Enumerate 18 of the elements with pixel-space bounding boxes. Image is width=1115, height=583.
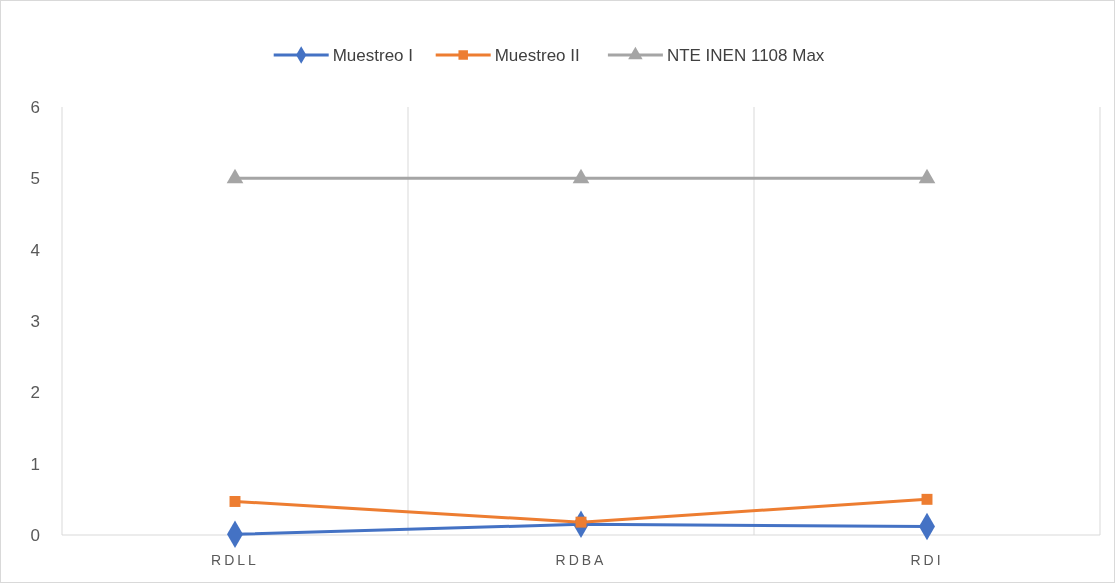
legend-label: NTE INEN 1108 Max bbox=[666, 45, 825, 65]
x-tick-label: RDBA bbox=[555, 552, 607, 568]
legend-label: Muestreo I bbox=[332, 45, 414, 65]
x-tick-label: RDLL bbox=[211, 552, 259, 568]
y-tick-label: 3 bbox=[30, 311, 40, 331]
y-tick-label: 6 bbox=[30, 97, 40, 117]
y-tick-label: 4 bbox=[30, 240, 40, 260]
point bbox=[226, 168, 244, 184]
y-tick-label: 0 bbox=[30, 525, 40, 545]
point bbox=[918, 168, 936, 184]
y-tick-label: 2 bbox=[30, 383, 40, 403]
x-tick-label: RDI bbox=[910, 552, 944, 568]
legend-label: Muestreo II bbox=[494, 45, 580, 65]
point bbox=[229, 496, 241, 507]
point bbox=[572, 168, 590, 184]
y-tick-label: 5 bbox=[30, 169, 40, 189]
point bbox=[921, 493, 933, 505]
y-tick-label: 1 bbox=[30, 454, 40, 474]
